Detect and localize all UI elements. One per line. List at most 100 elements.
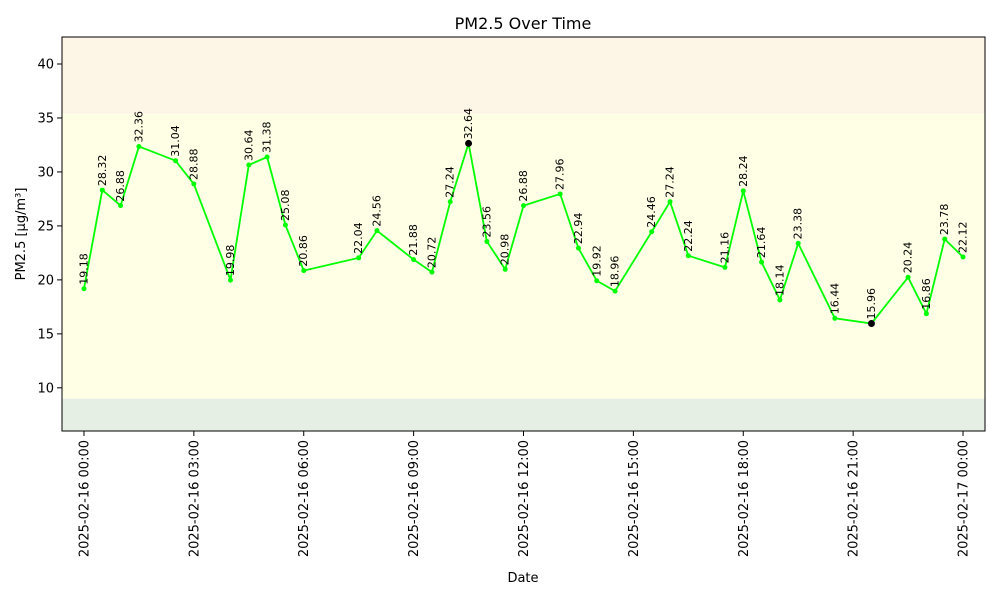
data-point	[777, 297, 783, 303]
data-label: 22.24	[682, 220, 695, 252]
data-label: 27.24	[664, 166, 677, 198]
data-point	[905, 274, 911, 280]
data-point	[502, 266, 508, 272]
data-label: 31.38	[261, 122, 274, 154]
data-point	[411, 257, 417, 263]
x-axis-label: Date	[507, 571, 538, 586]
data-point	[557, 191, 563, 197]
data-point	[301, 268, 307, 274]
data-label: 26.88	[114, 170, 127, 202]
data-label: 25.08	[279, 190, 292, 222]
y-tick-label: 25	[37, 219, 54, 234]
series-layer	[81, 139, 966, 327]
data-point	[740, 188, 746, 194]
data-label: 32.36	[132, 111, 145, 143]
y-tick-label: 20	[37, 273, 54, 288]
data-point	[81, 286, 87, 292]
series-line-0	[83, 143, 964, 325]
data-label: 19.18	[77, 253, 90, 285]
data-label: 21.16	[718, 232, 731, 264]
threshold-band-2	[62, 37, 985, 114]
data-point	[575, 245, 581, 251]
threshold-band-1	[62, 113, 985, 399]
data-label: 16.86	[920, 278, 933, 310]
data-label: 28.32	[96, 155, 109, 187]
data-label: 30.64	[242, 130, 255, 162]
data-point	[356, 255, 362, 261]
data-label: 28.88	[187, 149, 200, 181]
data-point	[594, 278, 600, 284]
y-axis: 10 15 20 25 30 35 40	[37, 57, 62, 396]
x-tick-label: 2025-02-16 00:00	[77, 440, 92, 557]
chart-title: PM2.5 Over Time	[455, 14, 592, 33]
data-point	[484, 238, 490, 244]
data-label: 19.98	[224, 245, 237, 277]
x-tick-label: 2025-02-16 06:00	[297, 440, 312, 557]
data-label: 27.24	[444, 166, 457, 198]
data-point	[923, 311, 929, 317]
y-axis-label: PM2.5 [µg/m³]	[14, 188, 29, 281]
y-tick-label: 40	[37, 57, 54, 72]
data-point	[685, 253, 691, 259]
x-tick-label: 2025-02-16 09:00	[407, 440, 422, 557]
y-tick-label: 35	[37, 111, 54, 126]
data-label: 23.38	[792, 208, 805, 240]
data-label: 21.64	[755, 227, 768, 259]
x-tick-label: 2025-02-16 12:00	[517, 440, 532, 557]
data-label: 27.96	[554, 158, 567, 190]
data-point	[99, 187, 105, 193]
data-point	[612, 288, 618, 294]
data-point	[173, 158, 179, 164]
data-label: 15.96	[865, 288, 878, 320]
data-point-max	[465, 139, 473, 147]
data-label: 19.92	[590, 245, 603, 277]
data-point-min	[867, 319, 875, 327]
y-tick-label: 15	[37, 327, 54, 342]
y-tick-label: 10	[37, 381, 54, 396]
data-label: 18.14	[773, 264, 786, 296]
data-point	[118, 203, 124, 209]
x-tick-label: 2025-02-16 21:00	[847, 440, 862, 557]
data-label: 22.04	[352, 222, 365, 254]
x-tick-label: 2025-02-16 15:00	[627, 440, 642, 557]
data-point	[227, 277, 233, 283]
x-tick-label: 2025-02-17 00:00	[957, 440, 972, 557]
data-label: 16.44	[828, 283, 841, 315]
data-point	[264, 154, 270, 160]
data-label: 20.86	[297, 235, 310, 267]
data-label: 28.24	[737, 155, 750, 187]
data-label: 24.46	[645, 196, 658, 228]
data-label: 18.96	[609, 256, 622, 288]
data-point	[942, 236, 948, 242]
data-label: 21.88	[407, 224, 420, 256]
data-point	[649, 229, 655, 235]
data-labels: 19.18 28.32 26.88 32.36 31.04 28.88 19.98 30.64…	[77, 108, 969, 320]
data-label: 31.04	[169, 125, 182, 157]
data-label: 26.88	[517, 170, 530, 202]
data-point	[759, 259, 765, 265]
threshold-band-0	[62, 398, 985, 431]
data-label: 20.72	[425, 237, 438, 269]
data-label: 23.56	[480, 206, 493, 238]
data-label: 20.98	[499, 234, 512, 266]
data-point	[282, 222, 288, 228]
x-tick-label: 2025-02-16 03:00	[187, 440, 202, 557]
y-tick-label: 30	[37, 165, 54, 180]
data-label: 24.56	[370, 195, 383, 227]
data-point	[667, 199, 673, 205]
data-point	[795, 240, 801, 246]
x-tick-label: 2025-02-16 18:00	[737, 440, 752, 557]
data-label: 32.64	[462, 108, 475, 140]
data-point	[521, 203, 526, 209]
data-point	[246, 162, 252, 168]
data-point	[722, 264, 728, 270]
data-point	[960, 254, 966, 260]
data-label: 22.94	[572, 213, 585, 245]
data-label: 20.24	[902, 242, 915, 274]
data-label: 23.78	[938, 204, 951, 236]
data-point	[374, 228, 380, 234]
threshold-bands	[62, 37, 985, 431]
x-axis: 2025-02-16 00:00 2025-02-16 03:00 2025-02-…	[77, 431, 972, 557]
data-point	[832, 315, 838, 321]
